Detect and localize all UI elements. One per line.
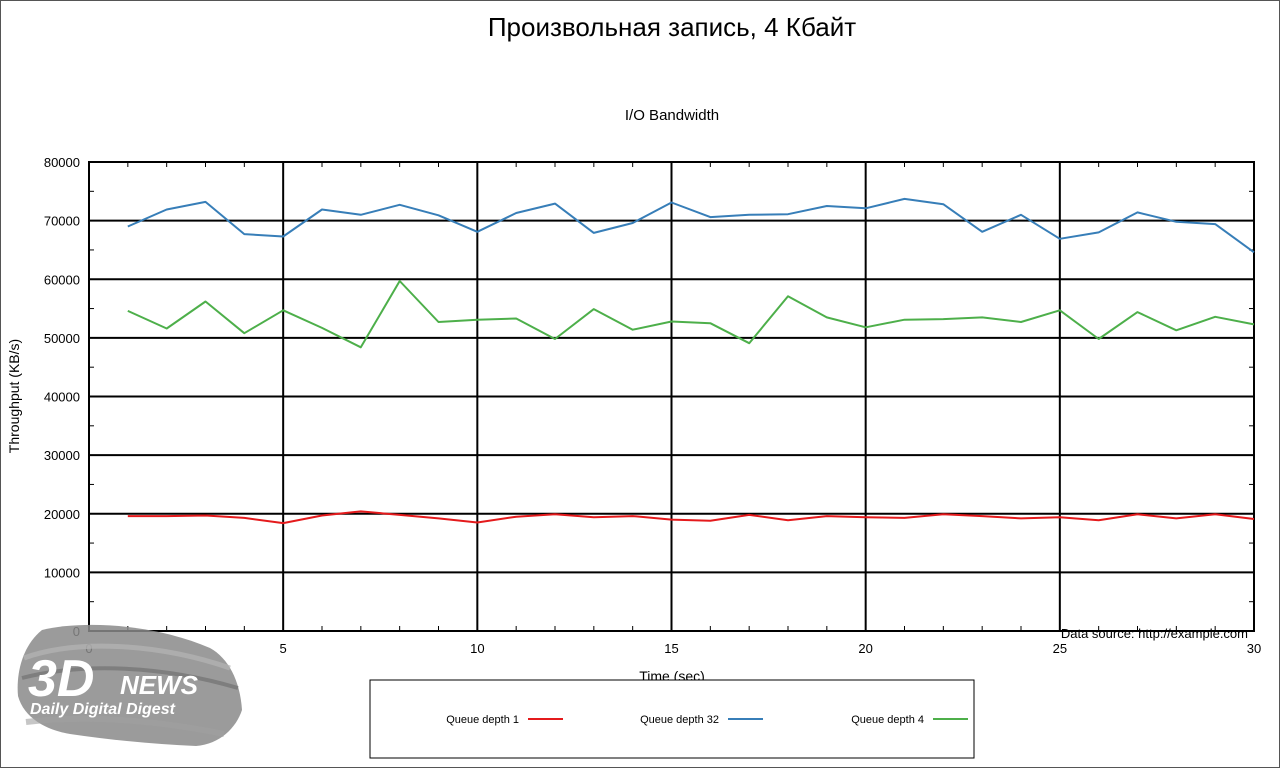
x-tick-label: 10	[470, 641, 484, 656]
y-tick-label: 80000	[44, 155, 80, 170]
chart-title: I/O Bandwidth	[625, 107, 719, 124]
x-tick-labels: 051015202530	[85, 641, 1261, 656]
series-line-3	[127, 280, 1255, 349]
series-line-1	[127, 510, 1255, 525]
x-tick-label: 30	[1247, 641, 1261, 656]
logo-brand-news: NEWS	[120, 670, 199, 700]
x-tick-label: 5	[280, 641, 287, 656]
grid	[89, 162, 1254, 631]
legend-label-2: Queue depth 32	[640, 714, 719, 726]
y-tick-labels: 0100002000030000400005000060000700008000…	[44, 155, 80, 639]
y-tick-label: 10000	[44, 565, 80, 580]
y-tick-label: 60000	[44, 272, 80, 287]
logo-brand-3d: 3D	[28, 650, 94, 708]
logo-tagline: Daily Digital Digest	[30, 701, 176, 718]
y-tick-label: 50000	[44, 331, 80, 346]
x-tick-label: 25	[1053, 641, 1067, 656]
x-tick-label: 15	[664, 641, 678, 656]
legend-box	[369, 679, 975, 759]
logo-brush-stroke	[17, 624, 243, 746]
legend-label-3: Queue depth 4	[851, 714, 924, 726]
data-source-annotation: Data source: http://example.com	[1061, 626, 1248, 641]
y-tick-label: 30000	[44, 448, 80, 463]
series-line-2	[127, 197, 1255, 254]
y-tick-label: 40000	[44, 390, 80, 405]
plot-frame	[88, 161, 1255, 632]
page-title: Произвольная запись, 4 Кбайт	[488, 12, 856, 42]
y-tick-label: 20000	[44, 507, 80, 522]
y-tick-label: 70000	[44, 214, 80, 229]
series-lines	[127, 197, 1255, 525]
legend-label-1: Queue depth 1	[446, 714, 519, 726]
y-axis-label: Throughput (KB/s)	[6, 339, 22, 453]
legend: Queue depth 1 Queue depth 32 Queue depth 4	[446, 714, 968, 726]
3dnews-logo: 3D NEWS Daily Digital Digest	[17, 624, 243, 746]
x-tick-label: 20	[858, 641, 872, 656]
